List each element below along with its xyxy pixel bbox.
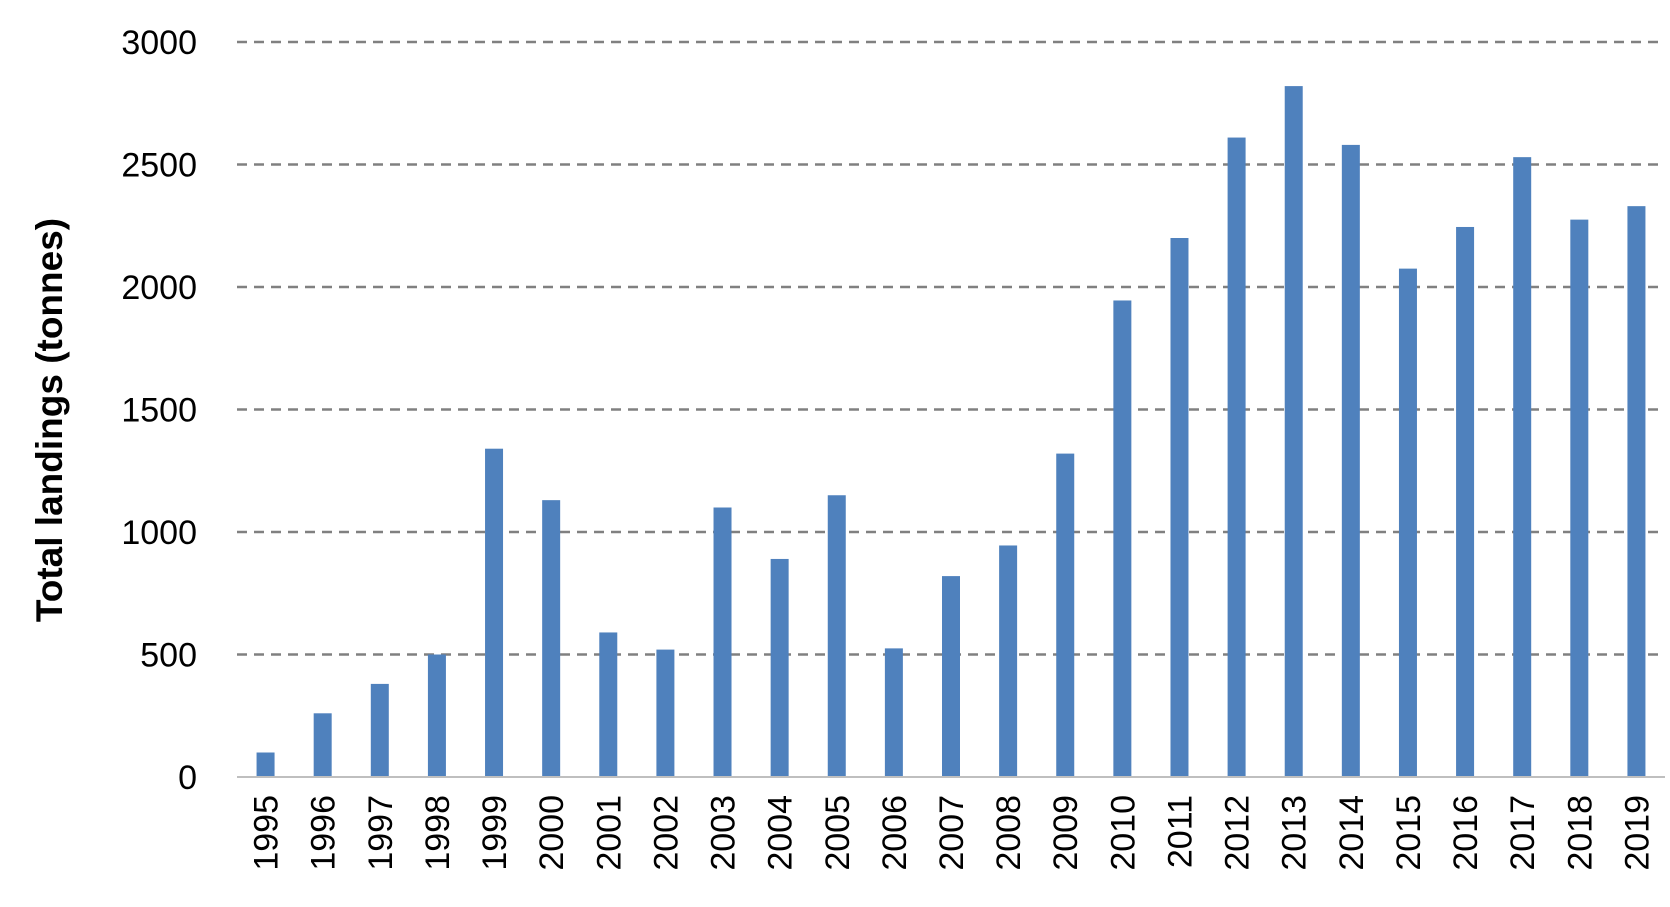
bar-2014: [1341, 144, 1360, 777]
bar-1996: [313, 713, 332, 777]
x-tick-label: 2013: [1276, 795, 1314, 871]
x-tick-label: 2008: [990, 795, 1028, 871]
x-tick-label: 2014: [1333, 795, 1371, 871]
y-tick-label: 2000: [121, 269, 197, 307]
bar-2017: [1513, 157, 1532, 777]
bar-2015: [1398, 268, 1417, 777]
x-tick-label: 1996: [305, 795, 343, 871]
bar-2013: [1284, 86, 1303, 778]
x-tick-label: 2011: [1161, 795, 1199, 868]
bar-2010: [1113, 300, 1132, 777]
x-axis-ticks: 1995 1996 1997 1998 1999 2000 2001 2002 2003 2004…: [248, 795, 1657, 871]
x-tick-label: 1995: [248, 795, 286, 871]
x-tick-label: 2006: [876, 795, 914, 871]
x-tick-label: 2001: [590, 795, 628, 871]
y-tick-label: 1000: [121, 514, 197, 552]
bar-2012: [1227, 137, 1246, 778]
x-tick-label: 1998: [419, 795, 457, 871]
y-tick-label: 3000: [121, 24, 197, 62]
y-tick-label: 2500: [121, 147, 197, 185]
x-tick-label: 2004: [762, 795, 800, 871]
x-tick-label: 2016: [1447, 795, 1485, 871]
bar-2007: [942, 576, 960, 777]
x-tick-label: 2010: [1104, 795, 1142, 871]
bar-2003: [713, 507, 732, 777]
bar-2016: [1456, 226, 1475, 778]
bar-2000: [542, 500, 561, 777]
x-tick-label: 2018: [1561, 795, 1599, 871]
bars: [256, 86, 1646, 778]
y-tick-label: 500: [140, 637, 197, 675]
x-tick-label: 1997: [362, 795, 400, 871]
bar-2018: [1570, 219, 1589, 777]
x-tick-label: 2005: [819, 795, 857, 871]
y-tick-label: 1500: [121, 392, 197, 430]
bar-2006: [884, 648, 903, 777]
bar-2009: [1056, 453, 1075, 777]
bar-2001: [599, 632, 618, 777]
x-tick-label: 1999: [476, 795, 514, 871]
x-tick-label: 2015: [1390, 795, 1428, 871]
bar-1999: [485, 448, 504, 777]
bar-2019: [1627, 206, 1646, 777]
bar-1995: [256, 752, 275, 777]
x-tick-label: 2002: [647, 795, 685, 871]
bar-2002: [656, 649, 675, 777]
bar-2011: [1170, 238, 1189, 777]
gridlines: [237, 40, 1665, 656]
bar-2008: [999, 545, 1018, 777]
y-tick-label: 0: [178, 759, 197, 797]
x-tick-label: 2007: [933, 795, 971, 871]
bar-2004: [770, 558, 789, 777]
x-tick-label: 2000: [533, 795, 571, 871]
x-tick-label: 2017: [1504, 795, 1542, 871]
y-axis-label: Total landings (tonnes): [29, 218, 70, 622]
x-tick-label: 2012: [1219, 795, 1257, 871]
x-tick-label: 2003: [705, 795, 743, 871]
x-tick-label: 2009: [1047, 795, 1085, 871]
bar-1998: [427, 654, 446, 777]
bar-2005: [827, 495, 846, 777]
y-axis-ticks: 0 500 1000 1500 2000 2500 3000: [121, 24, 197, 797]
x-tick-label: 2019: [1618, 795, 1656, 871]
bar-1997: [370, 683, 389, 777]
